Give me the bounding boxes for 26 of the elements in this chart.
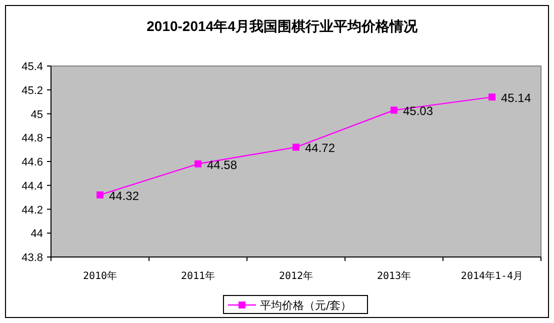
point [194, 160, 202, 168]
data-label: 45.03 [403, 104, 434, 118]
y-tick-label: 44.4 [22, 180, 43, 192]
y-tick-label: 45.4 [22, 61, 43, 73]
data-label: 44.72 [305, 141, 336, 156]
y-tick-label: 45 [30, 108, 43, 121]
point [292, 144, 300, 151]
y-tick-label: 44.8 [22, 132, 43, 145]
x-tick-label: 2010年 [82, 270, 118, 282]
y-tick-label: 44 [30, 228, 43, 240]
y-tick-label: 44.2 [22, 204, 43, 216]
point [488, 94, 496, 101]
point [96, 191, 104, 198]
x-tick-label: 2011年 [180, 270, 216, 282]
point [390, 106, 398, 114]
data-label: 44.32 [109, 188, 140, 203]
data-label: 45.14 [501, 91, 532, 106]
y-tick-label: 43.8 [22, 252, 43, 264]
legend-label: 平均价格（元/套） [260, 299, 352, 312]
x-tick-label: 2014年1-4月 [460, 270, 524, 282]
y-tick-label: 45.2 [22, 84, 43, 97]
x-tick-label: 2013年 [376, 270, 412, 282]
y-tick-label: 44.6 [22, 156, 43, 168]
chart-title: 2010-2014年4月我国围棋行业平均价格情况 [146, 18, 418, 34]
data-label: 44.58 [207, 158, 238, 172]
x-tick-label: 2012年 [278, 270, 314, 282]
